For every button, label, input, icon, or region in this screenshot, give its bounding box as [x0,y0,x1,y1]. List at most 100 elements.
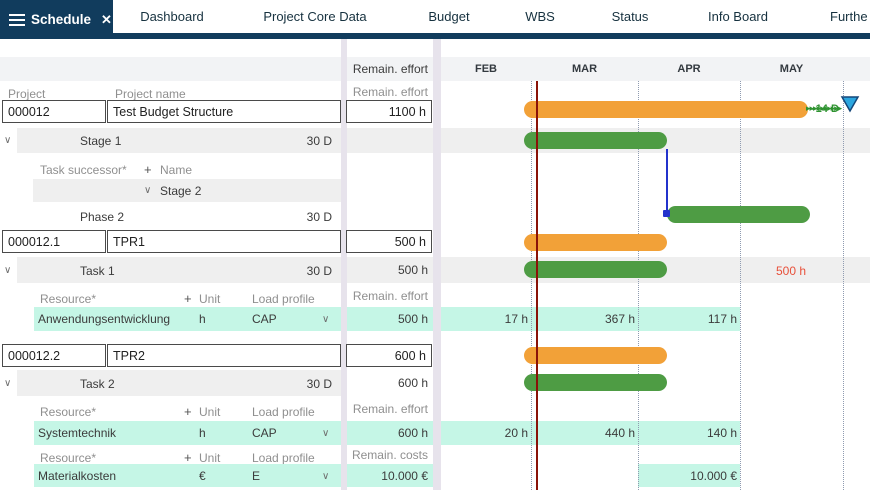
systemtechnik-loadprofile-dropdown-icon[interactable]: ∨ [322,428,330,439]
anwendung-loadprofile-dropdown-icon[interactable]: ∨ [322,314,330,325]
collapse-stage1-icon[interactable]: ∨ [4,135,12,146]
task2-duration[interactable]: 30 D [306,377,332,391]
stage1-gantt-bar[interactable] [524,132,667,149]
tpr2-name-field[interactable]: TPR2 [107,344,341,367]
collapse-task1-icon[interactable]: ∨ [4,265,12,276]
col-header-remain-effort[interactable]: Remain. effort [352,62,428,76]
add-resource-icon-2[interactable]: + [184,404,192,419]
resource-row-systemtechnik[interactable] [34,421,341,445]
resource-header-unit-2: Unit [199,405,221,419]
anwendung-name[interactable]: Anwendungsentwicklung [38,312,171,326]
table-effort-divider[interactable] [341,39,347,490]
task1-duration[interactable]: 30 D [306,264,332,278]
tab-info-board[interactable]: Info Board [708,9,768,24]
materialkosten-load-profile[interactable]: E [252,469,261,483]
tab-schedule[interactable]: Schedule ✕ [0,0,113,39]
add-resource-icon-3[interactable]: + [184,450,192,465]
effort-gantt-divider[interactable] [433,39,441,490]
task2-effort[interactable]: 600 h [397,376,428,390]
stage1-row[interactable] [17,128,341,153]
tab-further[interactable]: Furthe [830,9,868,24]
subheader-project: Project [8,87,46,101]
systemtechnik-effort-cell [347,421,433,445]
phase2-gantt-bar[interactable] [667,206,810,223]
month-header-may: MAY [779,63,804,75]
tpr1-id-field[interactable]: 000012.1 [2,230,106,253]
resource-header-unit-3: Unit [199,451,221,465]
stage1-name[interactable]: Stage 1 [80,134,122,148]
task2-row[interactable] [17,370,341,396]
add-successor-icon[interactable]: + [144,162,152,177]
anwendung-unit[interactable]: h [199,312,206,326]
tpr2-effort-field[interactable]: 600 h [346,344,432,367]
materialkosten-loadprofile-dropdown-icon[interactable]: ∨ [322,471,330,482]
float-label: -14 D [812,103,839,115]
systemtechnik-mar-value[interactable]: 440 h [604,426,635,440]
anwendung-load-profile[interactable]: CAP [252,312,277,326]
successor-chevron-icon[interactable]: ∨ [144,185,152,196]
subheader-project-name: Project name [115,87,186,101]
project-id-field[interactable]: 000012 [2,100,106,123]
systemtechnik-name[interactable]: Systemtechnik [38,426,117,440]
successor-row[interactable] [33,179,341,202]
tab-schedule-label: Schedule [31,12,92,27]
resource-header-label-2: Resource* [40,405,97,419]
collapse-task2-icon[interactable]: ∨ [4,378,12,389]
tab-project-core-data[interactable]: Project Core Data [263,9,367,24]
resource-header-value-3: Remain. costs [351,448,428,462]
tab-wbs[interactable]: WBS [525,9,555,24]
milestone-icon[interactable] [840,95,860,113]
anwendung-mar-value[interactable]: 367 h [604,312,635,326]
tab-status[interactable]: Status [611,9,649,24]
tab-dashboard[interactable]: Dashboard [140,9,204,24]
systemtechnik-load-profile[interactable]: CAP [252,426,277,440]
anwendung-effort[interactable]: 500 h [397,312,428,326]
gridline-jun [843,81,844,490]
task1-gantt-bar[interactable] [524,261,667,278]
materialkosten-apr-value[interactable]: 10.000 € [690,468,737,483]
hamburger-menu-icon[interactable] [9,11,25,29]
successor-name[interactable]: Stage 2 [160,184,202,198]
materialkosten-month-band [638,464,740,487]
tpr2-id-field[interactable]: 000012.2 [2,344,106,367]
tab-bar: Schedule ✕ Dashboard Project Core Data B… [0,0,870,39]
resource-row-materialkosten[interactable] [34,464,341,487]
tpr1-effort-field[interactable]: 500 h [346,230,432,253]
resource-header-loadprofile-1: Load profile [252,292,315,306]
tpr1-name-field[interactable]: TPR1 [107,230,341,253]
tpr1-gantt-bar[interactable] [524,234,667,251]
resource-header-loadprofile-2: Load profile [252,405,315,419]
anwendung-apr-value[interactable]: 117 h [707,312,737,326]
systemtechnik-unit[interactable]: h [199,426,206,440]
task1-name[interactable]: Task 1 [80,264,115,278]
materialkosten-name[interactable]: Materialkosten [38,469,117,483]
close-tab-icon[interactable]: ✕ [101,11,112,27]
systemtechnik-apr-value[interactable]: 140 h [706,426,737,440]
resource-header-value-2: Remain. effort [352,402,428,416]
materialkosten-unit[interactable]: € [199,469,206,483]
task2-name[interactable]: Task 2 [80,377,115,391]
resource-row-anwendung[interactable] [34,307,341,331]
stage1-duration[interactable]: 30 D [306,134,332,148]
project-effort-field[interactable]: 1100 h [346,100,432,123]
task2-gantt-bar[interactable] [524,374,667,391]
systemtechnik-feb-value[interactable]: 20 h [504,426,528,440]
project-gantt-bar[interactable] [524,101,808,118]
phase2-duration[interactable]: 30 D [306,210,332,224]
anwendung-feb-value[interactable]: 17 h [504,312,528,326]
link-node-icon [663,210,670,217]
gridline-may [740,81,741,490]
project-name-field[interactable]: Test Budget Structure [107,100,341,123]
task1-effort[interactable]: 500 h [397,263,428,277]
month-header-feb: FEB [475,63,497,75]
task1-row[interactable] [17,257,341,283]
systemtechnik-effort[interactable]: 600 h [397,426,428,440]
resource-header-label-1: Resource* [40,292,97,306]
materialkosten-costs[interactable]: 10.000 € [381,468,428,483]
phase2-name[interactable]: Phase 2 [80,210,125,224]
add-resource-icon-1[interactable]: + [184,291,192,306]
float-buffer-chevrons: ▸▸▸▸▸▸▸▸▸▸ [806,103,842,113]
tab-budget[interactable]: Budget [428,9,470,24]
tpr2-gantt-bar[interactable] [524,347,667,364]
